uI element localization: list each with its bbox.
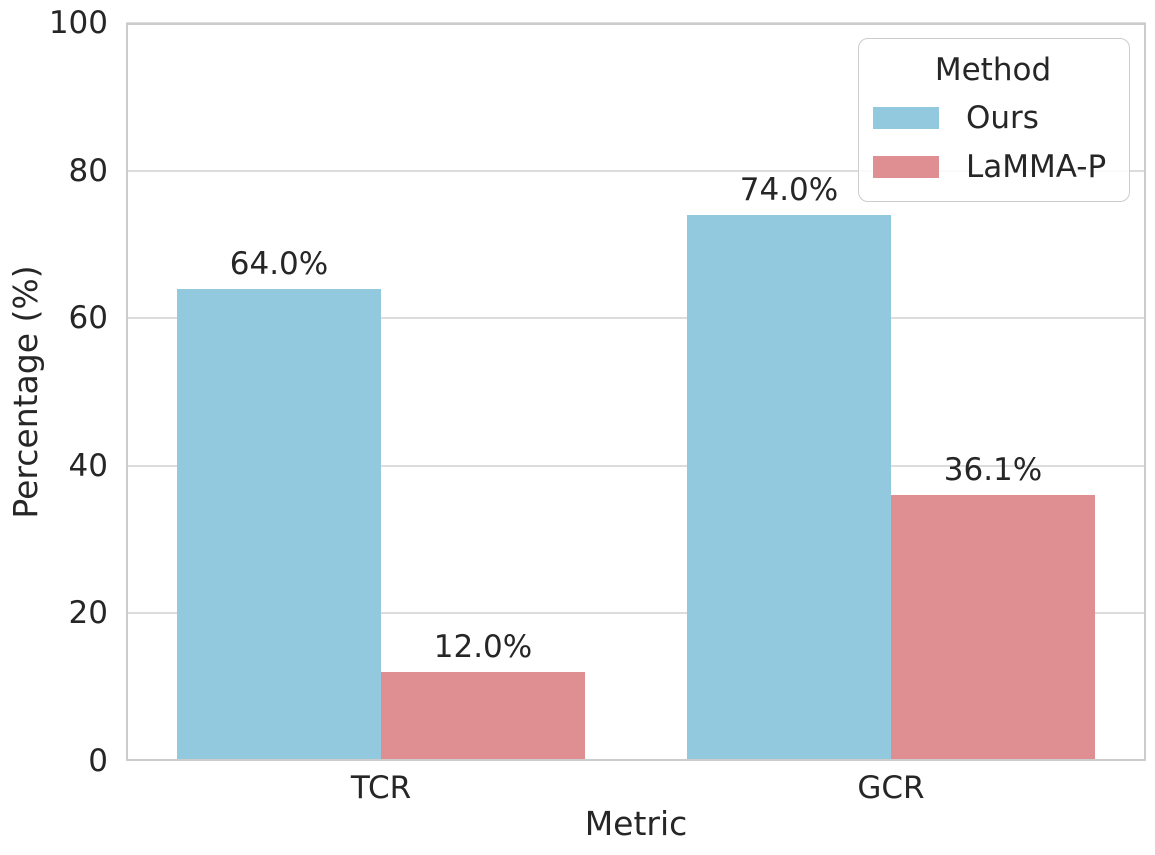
legend-swatch-ours <box>873 107 939 129</box>
legend-swatch-lamma-p <box>873 156 939 178</box>
x-tick-label-tcr: TCR <box>350 770 412 806</box>
legend-label-lamma-p: LaMMA-P <box>966 148 1107 185</box>
x-tick-label-gcr: GCR <box>857 770 925 806</box>
gridline-40 <box>126 464 1146 467</box>
y-tick-label-60: 60 <box>68 300 108 337</box>
legend: Method Ours LaMMA-P <box>858 38 1130 202</box>
gridline-20 <box>126 612 1146 615</box>
bar-value-ours-tcr: 64.0% <box>229 245 329 282</box>
bar-value-ours-gcr: 74.0% <box>739 171 839 208</box>
legend-items: Ours LaMMA-P <box>873 96 1113 189</box>
legend-label-ours: Ours <box>966 99 1039 136</box>
y-tick-label-0: 0 <box>88 742 108 779</box>
y-tick-label-20: 20 <box>68 595 108 632</box>
legend-item-ours: Ours <box>873 96 1113 140</box>
gridline-60 <box>126 317 1146 320</box>
legend-item-lamma-p: LaMMA-P <box>873 145 1113 189</box>
bar-ours-gcr <box>687 214 891 761</box>
y-tick-label-80: 80 <box>68 152 108 189</box>
legend-title: Method <box>934 52 1052 88</box>
bar-lamma-p-gcr <box>891 494 1095 761</box>
gridline-80 <box>126 169 1146 172</box>
bar-lamma-p-tcr <box>381 672 585 761</box>
y-tick-label-100: 100 <box>48 4 108 41</box>
bar-value-lamma-p-gcr: 36.1% <box>943 451 1043 488</box>
x-axis-label: Metric <box>584 804 688 843</box>
bar-ours-tcr <box>177 288 381 761</box>
gridline-100 <box>126 22 1146 24</box>
bar-value-lamma-p-tcr: 12.0% <box>433 629 533 666</box>
y-tick-label-40: 40 <box>68 447 108 484</box>
